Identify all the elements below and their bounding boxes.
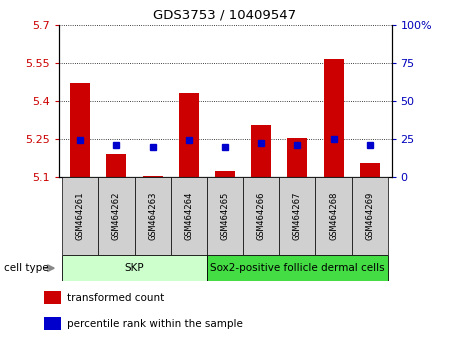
- Bar: [70, 83, 90, 177]
- Bar: [251, 125, 271, 177]
- Bar: [62, 177, 98, 255]
- Text: Sox2-positive follicle dermal cells: Sox2-positive follicle dermal cells: [210, 263, 385, 273]
- Text: SKP: SKP: [125, 263, 144, 273]
- Text: GSM464265: GSM464265: [220, 192, 230, 240]
- Text: transformed count: transformed count: [67, 293, 164, 303]
- Text: percentile rank within the sample: percentile rank within the sample: [67, 319, 243, 329]
- Bar: [215, 171, 235, 177]
- Bar: [207, 255, 388, 281]
- Bar: [288, 138, 307, 177]
- Bar: [171, 177, 207, 255]
- Bar: [243, 177, 279, 255]
- Text: cell type: cell type: [4, 263, 49, 273]
- Text: GSM464261: GSM464261: [76, 192, 85, 240]
- Bar: [107, 154, 126, 177]
- Bar: [179, 93, 199, 177]
- Text: GSM464269: GSM464269: [365, 192, 374, 240]
- Bar: [44, 317, 61, 330]
- Bar: [352, 177, 388, 255]
- Text: GSM464267: GSM464267: [293, 192, 302, 240]
- Bar: [135, 177, 171, 255]
- Bar: [324, 59, 343, 177]
- Text: GSM464263: GSM464263: [148, 192, 157, 240]
- Bar: [360, 163, 380, 177]
- Text: GSM464268: GSM464268: [329, 192, 338, 240]
- Bar: [207, 177, 243, 255]
- Bar: [279, 177, 315, 255]
- Bar: [62, 255, 207, 281]
- Text: GDS3753 / 10409547: GDS3753 / 10409547: [153, 9, 297, 22]
- Text: GSM464262: GSM464262: [112, 192, 121, 240]
- Bar: [98, 177, 135, 255]
- Text: GSM464264: GSM464264: [184, 192, 194, 240]
- Text: GSM464266: GSM464266: [256, 192, 266, 240]
- Bar: [315, 177, 352, 255]
- Bar: [44, 291, 61, 304]
- Bar: [143, 176, 162, 177]
